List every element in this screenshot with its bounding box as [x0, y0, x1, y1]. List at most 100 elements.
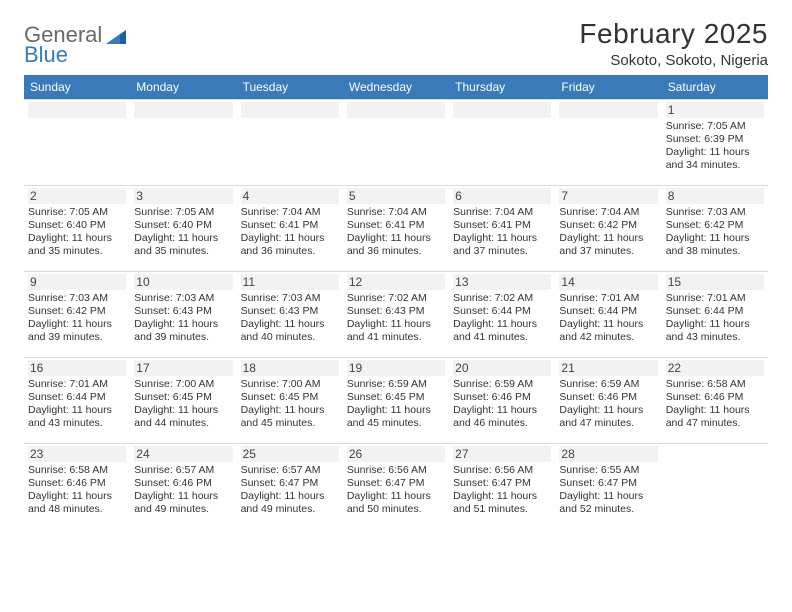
logo-word-blue: Blue: [24, 44, 128, 66]
empty-cell: [449, 99, 555, 185]
empty-daynum: [559, 102, 657, 118]
day-number: 24: [134, 446, 232, 462]
day-number: 6: [453, 188, 551, 204]
day-number: 9: [28, 274, 126, 290]
day-cell: 5 Sunrise: 7:04 AMSunset: 6:41 PMDaylight…: [343, 185, 449, 271]
day-cell: 10 Sunrise: 7:03 AMSunset: 6:43 PMDayligh…: [130, 271, 236, 357]
day-detail: Sunrise: 7:00 AMSunset: 6:45 PMDaylight:…: [134, 378, 232, 431]
day-number: 23: [28, 446, 126, 462]
empty-daynum: [28, 102, 126, 118]
day-detail: Sunrise: 7:02 AMSunset: 6:44 PMDaylight:…: [453, 292, 551, 345]
day-detail: Sunrise: 7:05 AMSunset: 6:39 PMDaylight:…: [666, 120, 764, 173]
day-detail: Sunrise: 7:04 AMSunset: 6:42 PMDaylight:…: [559, 206, 657, 259]
day-detail: Sunrise: 7:03 AMSunset: 6:43 PMDaylight:…: [134, 292, 232, 345]
day-detail: Sunrise: 6:59 AMSunset: 6:45 PMDaylight:…: [347, 378, 445, 431]
day-cell: 23Sunrise: 6:58 AMSunset: 6:46 PMDayligh…: [24, 443, 130, 529]
day-detail: Sunrise: 6:59 AMSunset: 6:46 PMDaylight:…: [453, 378, 551, 431]
day-cell: 16Sunrise: 7:01 AMSunset: 6:44 PMDayligh…: [24, 357, 130, 443]
brand-logo: GeneralBlue: [24, 18, 128, 66]
empty-cell: [662, 443, 768, 529]
day-number: 3: [134, 188, 232, 204]
day-number: 26: [347, 446, 445, 462]
day-detail: Sunrise: 7:04 AMSunset: 6:41 PMDaylight:…: [241, 206, 339, 259]
empty-cell: [237, 99, 343, 185]
day-cell: 12 Sunrise: 7:02 AMSunset: 6:43 PMDayligh…: [343, 271, 449, 357]
empty-cell: [343, 99, 449, 185]
weekday-label: Thursday: [449, 75, 555, 99]
day-cell: 27Sunrise: 6:56 AMSunset: 6:47 PMDayligh…: [449, 443, 555, 529]
empty-cell: [555, 99, 661, 185]
calendar-body: 1 Sunrise: 7:05 AMSunset: 6:39 PMDaylight…: [24, 99, 768, 529]
day-cell: 21 Sunrise: 6:59 AMSunset: 6:46 PMDayligh…: [555, 357, 661, 443]
day-number: 20: [453, 360, 551, 376]
day-detail: Sunrise: 7:03 AMSunset: 6:42 PMDaylight:…: [666, 206, 764, 259]
empty-daynum: [347, 102, 445, 118]
weekday-header: SundayMondayTuesdayWednesdayThursdayFrid…: [24, 75, 768, 99]
calendar-page: GeneralBlue February 2025 Sokoto, Sokoto…: [0, 0, 792, 529]
weekday-label: Monday: [130, 75, 236, 99]
day-cell: 7 Sunrise: 7:04 AMSunset: 6:42 PMDaylight…: [555, 185, 661, 271]
day-detail: Sunrise: 7:03 AMSunset: 6:43 PMDaylight:…: [241, 292, 339, 345]
day-number: 12: [347, 274, 445, 290]
day-cell: 20 Sunrise: 6:59 AMSunset: 6:46 PMDayligh…: [449, 357, 555, 443]
day-cell: 2Sunrise: 7:05 AMSunset: 6:40 PMDaylight…: [24, 185, 130, 271]
day-cell: 26 Sunrise: 6:56 AMSunset: 6:47 PMDayligh…: [343, 443, 449, 529]
day-detail: Sunrise: 7:01 AMSunset: 6:44 PMDaylight:…: [666, 292, 764, 345]
day-cell: 13Sunrise: 7:02 AMSunset: 6:44 PMDayligh…: [449, 271, 555, 357]
day-detail: Sunrise: 6:57 AMSunset: 6:47 PMDaylight:…: [241, 464, 339, 517]
day-cell: 8 Sunrise: 7:03 AMSunset: 6:42 PMDaylight…: [662, 185, 768, 271]
day-detail: Sunrise: 7:03 AMSunset: 6:42 PMDaylight:…: [28, 292, 126, 345]
day-cell: 3 Sunrise: 7:05 AMSunset: 6:40 PMDaylight…: [130, 185, 236, 271]
day-number: 10: [134, 274, 232, 290]
day-number: 19: [347, 360, 445, 376]
weekday-label: Wednesday: [343, 75, 449, 99]
day-cell: 18 Sunrise: 7:00 AMSunset: 6:45 PMDayligh…: [237, 357, 343, 443]
day-detail: Sunrise: 7:00 AMSunset: 6:45 PMDaylight:…: [241, 378, 339, 431]
day-detail: Sunrise: 6:58 AMSunset: 6:46 PMDaylight:…: [666, 378, 764, 431]
day-cell: 4 Sunrise: 7:04 AMSunset: 6:41 PMDaylight…: [237, 185, 343, 271]
day-cell: 19 Sunrise: 6:59 AMSunset: 6:45 PMDayligh…: [343, 357, 449, 443]
day-detail: Sunrise: 7:05 AMSunset: 6:40 PMDaylight:…: [134, 206, 232, 259]
day-cell: 24Sunrise: 6:57 AMSunset: 6:46 PMDayligh…: [130, 443, 236, 529]
day-detail: Sunrise: 7:02 AMSunset: 6:43 PMDaylight:…: [347, 292, 445, 345]
month-title: February 2025: [579, 18, 768, 50]
weekday-label: Tuesday: [237, 75, 343, 99]
day-number: 2: [28, 188, 126, 204]
day-detail: Sunrise: 7:04 AMSunset: 6:41 PMDaylight:…: [453, 206, 551, 259]
day-number: 5: [347, 188, 445, 204]
day-detail: Sunrise: 7:04 AMSunset: 6:41 PMDaylight:…: [347, 206, 445, 259]
day-number: 14: [559, 274, 657, 290]
day-cell: 17 Sunrise: 7:00 AMSunset: 6:45 PMDayligh…: [130, 357, 236, 443]
day-number: 22: [666, 360, 764, 376]
day-cell: 1 Sunrise: 7:05 AMSunset: 6:39 PMDaylight…: [662, 99, 768, 185]
day-cell: 6 Sunrise: 7:04 AMSunset: 6:41 PMDaylight…: [449, 185, 555, 271]
day-number: 8: [666, 188, 764, 204]
header: GeneralBlue February 2025 Sokoto, Sokoto…: [24, 18, 768, 69]
empty-cell: [130, 99, 236, 185]
day-detail: Sunrise: 6:55 AMSunset: 6:47 PMDaylight:…: [559, 464, 657, 517]
empty-daynum: [241, 102, 339, 118]
day-cell: 14Sunrise: 7:01 AMSunset: 6:44 PMDayligh…: [555, 271, 661, 357]
day-number: 15: [666, 274, 764, 290]
day-number: 17: [134, 360, 232, 376]
day-number: 4: [241, 188, 339, 204]
day-cell: 9 Sunrise: 7:03 AMSunset: 6:42 PMDaylight…: [24, 271, 130, 357]
day-number: 1: [666, 102, 764, 118]
day-number: 7: [559, 188, 657, 204]
weekday-label: Saturday: [662, 75, 768, 99]
empty-daynum: [453, 102, 551, 118]
day-number: 25: [241, 446, 339, 462]
title-block: February 2025 Sokoto, Sokoto, Nigeria: [579, 18, 768, 69]
day-number: 16: [28, 360, 126, 376]
day-detail: Sunrise: 6:56 AMSunset: 6:47 PMDaylight:…: [347, 464, 445, 517]
weekday-label: Friday: [555, 75, 661, 99]
day-detail: Sunrise: 6:59 AMSunset: 6:46 PMDaylight:…: [559, 378, 657, 431]
day-cell: 11Sunrise: 7:03 AMSunset: 6:43 PMDayligh…: [237, 271, 343, 357]
day-number: 18: [241, 360, 339, 376]
weekday-label: Sunday: [24, 75, 130, 99]
day-cell: 25 Sunrise: 6:57 AMSunset: 6:47 PMDayligh…: [237, 443, 343, 529]
empty-cell: [24, 99, 130, 185]
empty-daynum: [134, 102, 232, 118]
day-number: 21: [559, 360, 657, 376]
day-cell: 15 Sunrise: 7:01 AMSunset: 6:44 PMDayligh…: [662, 271, 768, 357]
